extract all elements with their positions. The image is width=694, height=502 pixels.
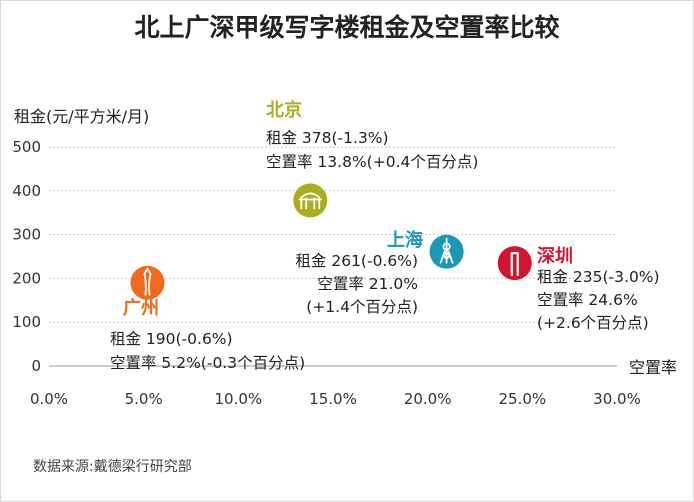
- data-label: 空置率 5.2%(-0.3个百分点): [110, 354, 305, 372]
- x-axis-label: 空置率: [629, 358, 677, 377]
- data-label: 空置率 24.6%: [537, 291, 638, 309]
- data-label: 租金 190(-0.6%): [110, 330, 233, 348]
- data-label: 租金 261(-0.6%): [295, 252, 418, 270]
- data-label: 租金 235(-3.0%): [537, 268, 660, 286]
- y-tick-label: 0: [31, 357, 41, 375]
- y-tick-label: 100: [12, 313, 41, 331]
- city-name-label: 北京: [266, 99, 302, 121]
- city-name-label: 广州: [123, 297, 159, 319]
- source-note: 数据来源:戴德梁行研究部: [33, 459, 192, 475]
- y-tick-label: 200: [12, 269, 41, 287]
- data-label: 租金 378(-1.3%): [266, 129, 389, 147]
- forbidden-city-gate-icon: [298, 192, 323, 210]
- y-tick-label: 300: [12, 226, 41, 244]
- data-label: (+1.4个百分点): [306, 298, 418, 316]
- y-tick-label: 500: [12, 138, 41, 156]
- x-tick-label: 20.0%: [404, 390, 452, 408]
- x-tick-label: 25.0%: [499, 390, 547, 408]
- x-tick-label: 10.0%: [215, 390, 263, 408]
- x-tick-label: 30.0%: [593, 390, 641, 408]
- x-tick-label: 5.0%: [125, 390, 163, 408]
- grid-layer: [49, 146, 617, 367]
- city-name-label: 深圳: [537, 245, 573, 267]
- canton-tower-icon: [143, 267, 152, 296]
- x-tick-label: 0.0%: [30, 390, 68, 408]
- data-point-marker: [497, 246, 532, 281]
- y-axis-label: 租金(元/平方米/月): [14, 107, 149, 126]
- y-tick-label: 400: [12, 182, 41, 200]
- data-point-marker: [293, 183, 328, 218]
- oriental-pearl-tower-icon: [439, 237, 454, 264]
- data-label: 空置率 21.0%: [317, 275, 418, 293]
- x-tick-label: 15.0%: [309, 390, 357, 408]
- tick-layer: 0 100 200 300 400 500 0.0% 5.0% 10.0% 15.0% 20.0% 2…: [12, 138, 640, 408]
- data-label: (+2.6个百分点): [537, 314, 649, 332]
- chart-title: 北上广深甲级写字楼租金及空置率比较: [134, 13, 559, 42]
- shenzhen-tower-icon: [510, 251, 519, 277]
- city-name-label: 上海: [387, 229, 423, 251]
- data-label: 空置率 13.8%(+0.4个百分点): [266, 153, 478, 171]
- data-point-marker: [130, 265, 165, 300]
